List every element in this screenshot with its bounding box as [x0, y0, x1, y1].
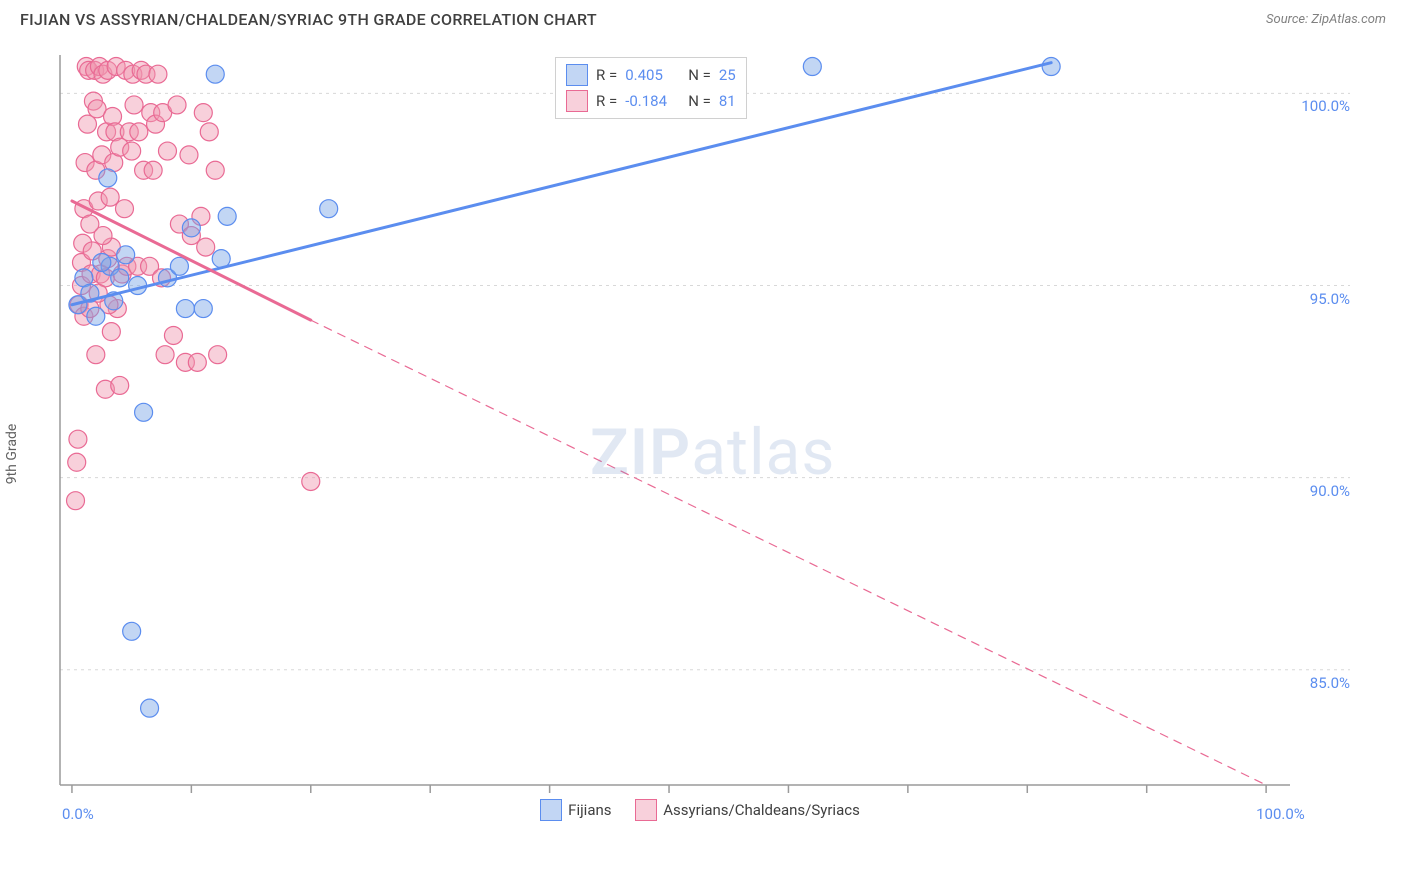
- correlation-legend: R = 0.405 N = 25 R = -0.184 N = 81: [555, 57, 747, 119]
- swatch-assyrians-icon: [635, 799, 657, 821]
- series-legend: Fijians Assyrians/Chaldeans/Syriacs: [50, 799, 1350, 825]
- legend-row-fijians: R = 0.405 N = 25: [566, 62, 736, 88]
- swatch-fijians-icon: [540, 799, 562, 821]
- n-value-assyrians: 81: [719, 92, 736, 110]
- legend-label-assyrians: Assyrians/Chaldeans/Syriacs: [663, 801, 860, 819]
- swatch-assyrians: [566, 90, 588, 112]
- swatch-fijians: [566, 64, 588, 86]
- r-label: R =: [596, 66, 617, 84]
- chart-area: ZIPatlas R = 0.405 N = 25 R = -0.184 N =…: [50, 45, 1350, 825]
- y-tick-label: 85.0%: [1310, 674, 1350, 692]
- legend-item-assyrians: Assyrians/Chaldeans/Syriacs: [635, 799, 860, 821]
- source-attribution: Source: ZipAtlas.com: [1266, 12, 1386, 27]
- n-label: N =: [688, 66, 711, 84]
- scatter-plot-svg: [50, 45, 1350, 825]
- chart-title: FIJIAN VS ASSYRIAN/CHALDEAN/SYRIAC 9TH G…: [20, 10, 597, 29]
- y-axis-label: 9th Grade: [4, 424, 20, 485]
- legend-label-fijians: Fijians: [568, 801, 611, 819]
- r-value-assyrians: -0.184: [625, 92, 680, 110]
- y-tick-label: 90.0%: [1310, 482, 1350, 500]
- y-tick-label: 100.0%: [1301, 97, 1350, 115]
- n-value-fijians: 25: [719, 66, 736, 84]
- y-tick-label: 95.0%: [1310, 290, 1350, 308]
- legend-row-assyrians: R = -0.184 N = 81: [566, 88, 736, 114]
- r-label: R =: [596, 92, 617, 110]
- r-value-fijians: 0.405: [625, 66, 680, 84]
- legend-item-fijians: Fijians: [540, 799, 611, 821]
- n-label: N =: [688, 92, 711, 110]
